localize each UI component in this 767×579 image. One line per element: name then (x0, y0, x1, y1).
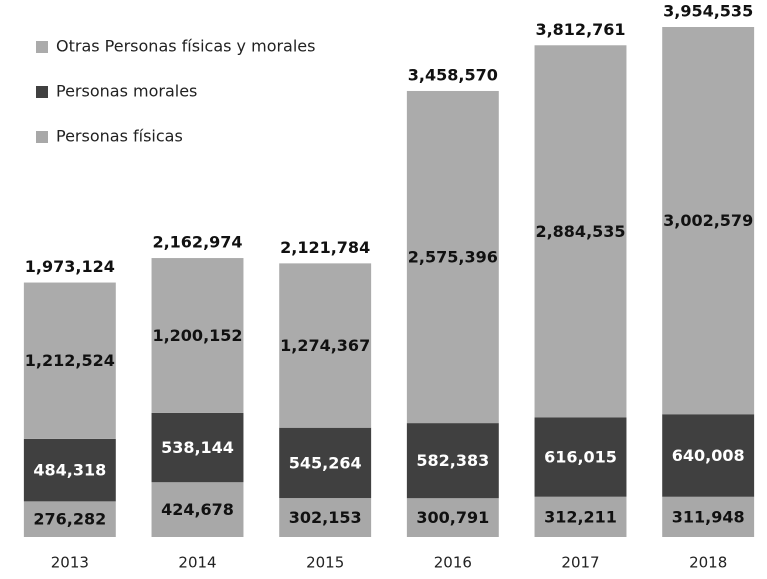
bar-segment (151, 482, 244, 537)
legend-label: Otras Personas físicas y morales (56, 37, 315, 56)
total-label: 2,121,784 (280, 238, 370, 257)
data-label: 3,002,579 (663, 211, 753, 230)
legend-label: Personas morales (56, 82, 197, 101)
data-label: 311,948 (672, 507, 745, 526)
x-tick-label: 2017 (561, 554, 599, 572)
data-label: 1,200,152 (152, 326, 242, 345)
bar-segment (151, 412, 244, 483)
bar-segment (662, 414, 755, 497)
data-label: 2,884,535 (535, 222, 625, 241)
legend-label: Personas físicas (56, 127, 183, 146)
bar-segment (406, 498, 499, 537)
bar-segment (279, 427, 372, 499)
bar-segment (534, 496, 627, 537)
data-label: 484,318 (33, 461, 106, 480)
data-label: 582,383 (416, 451, 489, 470)
bar-segment (662, 27, 755, 415)
data-label: 276,282 (33, 510, 106, 529)
bar-segment (662, 496, 755, 537)
data-label: 2,575,396 (408, 248, 498, 267)
x-tick-label: 2013 (51, 554, 89, 572)
legend-swatch (36, 86, 48, 98)
x-tick-label: 2014 (178, 554, 216, 572)
data-label: 312,211 (544, 507, 617, 526)
bar-segment (23, 282, 116, 439)
bar-segment (279, 498, 372, 537)
bar-segment (23, 438, 116, 502)
bar-segment (406, 90, 499, 424)
data-label: 302,153 (289, 508, 362, 527)
data-label: 424,678 (161, 500, 234, 519)
bar-segment (534, 417, 627, 497)
data-label: 538,144 (161, 438, 234, 457)
total-label: 3,812,761 (535, 20, 625, 39)
bar-segment (279, 263, 372, 428)
legend-swatch (36, 131, 48, 143)
data-label: 616,015 (544, 448, 617, 467)
bar-segment (151, 258, 244, 413)
x-tick-label: 2015 (306, 554, 344, 572)
legend-swatch (36, 41, 48, 53)
bar-segment (406, 423, 499, 499)
data-label: 1,212,524 (25, 351, 115, 370)
total-label: 1,973,124 (25, 257, 115, 276)
bar-segment (534, 45, 627, 418)
total-label: 3,458,570 (408, 65, 498, 84)
data-label: 1,274,367 (280, 336, 370, 355)
data-label: 300,791 (416, 508, 489, 527)
data-label: 640,008 (672, 446, 745, 465)
bar-segment (23, 501, 116, 537)
x-tick-label: 2016 (434, 554, 472, 572)
total-label: 2,162,974 (152, 233, 242, 252)
x-tick-label: 2018 (689, 554, 727, 572)
data-label: 545,264 (289, 453, 362, 472)
total-label: 3,954,535 (663, 2, 753, 21)
